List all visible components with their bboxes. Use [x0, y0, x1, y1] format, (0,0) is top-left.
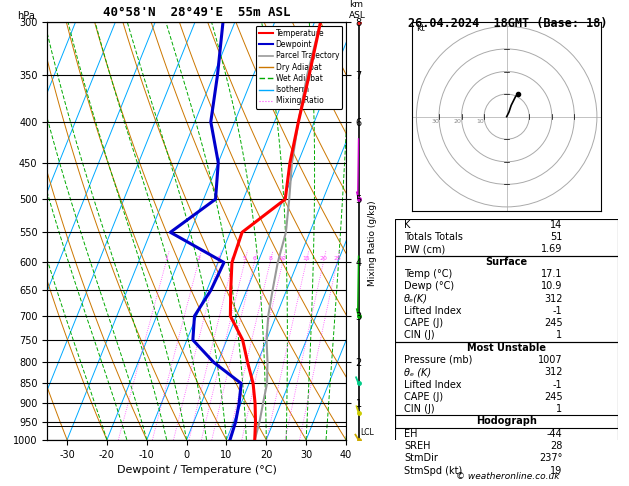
- Text: 10.9: 10.9: [541, 281, 562, 291]
- Text: 312: 312: [544, 294, 562, 304]
- Text: LCL: LCL: [360, 428, 374, 437]
- Text: 20: 20: [320, 256, 327, 261]
- Text: -44: -44: [547, 429, 562, 439]
- Text: 14: 14: [550, 220, 562, 230]
- Text: 28: 28: [550, 441, 562, 451]
- Text: 19: 19: [550, 466, 562, 475]
- Text: 51: 51: [550, 232, 562, 242]
- Legend: Temperature, Dewpoint, Parcel Trajectory, Dry Adiabat, Wet Adiabat, Isotherm, Mi: Temperature, Dewpoint, Parcel Trajectory…: [256, 26, 342, 108]
- Text: 1007: 1007: [538, 355, 562, 365]
- Text: Most Unstable: Most Unstable: [467, 343, 546, 353]
- Text: -1: -1: [553, 380, 562, 390]
- Text: 25: 25: [333, 256, 341, 261]
- Text: 1.69: 1.69: [541, 244, 562, 254]
- Text: PW (cm): PW (cm): [404, 244, 445, 254]
- Text: 1: 1: [557, 404, 562, 414]
- Title: 40°58'N  28°49'E  55m ASL: 40°58'N 28°49'E 55m ASL: [103, 6, 291, 19]
- Text: Temp (°C): Temp (°C): [404, 269, 452, 279]
- Bar: [395, 342, 618, 428]
- Text: CAPE (J): CAPE (J): [404, 392, 443, 402]
- Text: 1: 1: [557, 330, 562, 340]
- Text: 237°: 237°: [539, 453, 562, 463]
- Text: 30: 30: [431, 120, 439, 124]
- Text: θₑ (K): θₑ (K): [404, 367, 431, 377]
- Text: K: K: [404, 220, 410, 230]
- Text: 8: 8: [268, 256, 272, 261]
- Text: θₑ(K): θₑ(K): [404, 294, 428, 304]
- Text: © weatheronline.co.uk: © weatheronline.co.uk: [456, 472, 560, 481]
- Text: SREH: SREH: [404, 441, 430, 451]
- Bar: [395, 415, 618, 477]
- Text: km
ASL: km ASL: [349, 0, 366, 20]
- Text: 10: 10: [476, 120, 484, 124]
- Text: 245: 245: [544, 318, 562, 328]
- Text: CAPE (J): CAPE (J): [404, 318, 443, 328]
- Text: hPa: hPa: [18, 11, 35, 21]
- Text: Hodograph: Hodograph: [476, 417, 537, 426]
- Text: 3: 3: [216, 256, 220, 261]
- Text: Dewp (°C): Dewp (°C): [404, 281, 454, 291]
- Text: StmDir: StmDir: [404, 453, 438, 463]
- Text: StmSpd (kt): StmSpd (kt): [404, 466, 462, 475]
- Text: Totals Totals: Totals Totals: [404, 232, 463, 242]
- Text: kt: kt: [416, 24, 425, 33]
- Text: EH: EH: [404, 429, 418, 439]
- Bar: [395, 219, 618, 256]
- Text: 20: 20: [454, 120, 462, 124]
- Text: CIN (J): CIN (J): [404, 330, 435, 340]
- Text: Lifted Index: Lifted Index: [404, 380, 462, 390]
- Bar: [395, 256, 618, 342]
- Text: Pressure (mb): Pressure (mb): [404, 355, 472, 365]
- Text: Mixing Ratio (g/kg): Mixing Ratio (g/kg): [369, 200, 377, 286]
- Text: 4: 4: [231, 256, 235, 261]
- Text: 245: 245: [544, 392, 562, 402]
- Text: -1: -1: [553, 306, 562, 316]
- Text: Surface: Surface: [486, 257, 528, 267]
- Text: 15: 15: [303, 256, 310, 261]
- Text: Lifted Index: Lifted Index: [404, 306, 462, 316]
- Text: 2: 2: [196, 256, 200, 261]
- Text: 312: 312: [544, 367, 562, 377]
- Text: 17.1: 17.1: [541, 269, 562, 279]
- X-axis label: Dewpoint / Temperature (°C): Dewpoint / Temperature (°C): [116, 465, 277, 475]
- Text: 10: 10: [279, 256, 286, 261]
- Text: 5: 5: [243, 256, 247, 261]
- Text: 26.04.2024  18GMT (Base: 18): 26.04.2024 18GMT (Base: 18): [408, 17, 608, 30]
- Text: CIN (J): CIN (J): [404, 404, 435, 414]
- Text: 1: 1: [164, 256, 168, 261]
- Text: 6: 6: [252, 256, 256, 261]
